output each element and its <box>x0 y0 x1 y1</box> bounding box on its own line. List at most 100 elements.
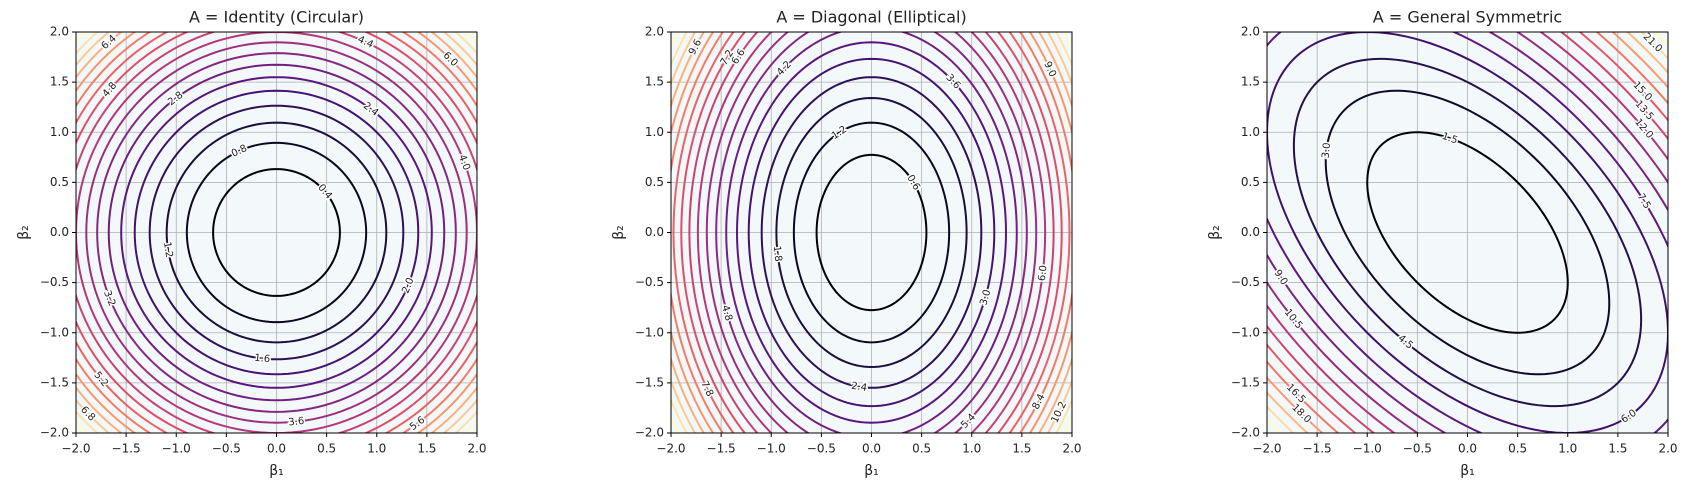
contour-line <box>725 32 1018 433</box>
y-tick-label: −2.0 <box>1231 426 1260 440</box>
x-tick-label: 0.5 <box>317 442 336 456</box>
contour-line <box>76 32 477 433</box>
x-tick-label: 2.0 <box>467 442 486 456</box>
subplot-title: A = Identity (Circular) <box>189 8 364 27</box>
contour-line <box>1267 32 1668 433</box>
x-tick-label: 1.0 <box>367 442 386 456</box>
y-tick-label: 2.0 <box>645 25 664 39</box>
x-axis-label: β₁ <box>269 463 284 479</box>
contour-label: 3.0 <box>1321 142 1334 159</box>
y-tick-label: 1.0 <box>1241 125 1260 139</box>
contour-line <box>1324 89 1611 376</box>
contour-line <box>85 41 468 424</box>
y-tick-label: 0.5 <box>50 175 69 189</box>
contour-line <box>1267 32 1668 433</box>
contours <box>671 32 1072 433</box>
contour-line <box>1267 32 1668 433</box>
contour-line <box>696 32 1047 433</box>
y-tick-label: 0.0 <box>645 225 664 239</box>
contour-label: 1.8 <box>771 245 784 262</box>
x-tick-label: −2.0 <box>1252 442 1281 456</box>
contours <box>76 32 477 433</box>
contour-line <box>688 32 1055 433</box>
x-tick-label: 0.5 <box>912 442 931 456</box>
contour-line <box>120 76 433 389</box>
x-tick-label: −1.0 <box>757 442 786 456</box>
subplot: −2.0 −1.5 −1.0 −0.5 0.0 0.5 1.0 1.5 2.0 −2.0 −1.5 −… <box>1207 8 1678 480</box>
y-tick-label: −1.0 <box>1231 325 1260 339</box>
x-tick-label: 0.5 <box>1508 442 1527 456</box>
contour-line <box>672 32 1071 433</box>
x-tick-label: 0.0 <box>267 442 286 456</box>
y-axis-label: β₂ <box>611 225 627 240</box>
y-tick-label: 0.5 <box>645 175 664 189</box>
contour-label: 2.4 <box>850 381 867 394</box>
y-tick-label: 1.5 <box>645 75 664 89</box>
contour-line <box>76 32 477 433</box>
subplot: −2.0 −1.5 −1.0 −0.5 0.0 0.5 1.0 1.5 2.0 −2.0 −1.5 −… <box>16 8 487 480</box>
contour-line <box>212 168 341 297</box>
contour-line <box>185 141 368 324</box>
contour-line <box>705 32 1038 433</box>
contour-label: 1.6 <box>254 353 271 366</box>
contour-line <box>96 52 457 413</box>
y-tick-label: −2.0 <box>635 426 664 440</box>
contour-line <box>1366 131 1569 334</box>
x-tick-label: −0.5 <box>212 442 241 456</box>
y-tick-label: −2.0 <box>40 426 69 440</box>
contour-line <box>775 96 968 369</box>
y-tick-label: 1.0 <box>645 125 664 139</box>
contour-line <box>1267 32 1668 433</box>
contour-line <box>148 104 405 361</box>
subplot-title: A = Diagonal (Elliptical) <box>776 8 966 27</box>
x-tick-label: −2.0 <box>61 442 90 456</box>
y-tick-label: −0.5 <box>40 275 69 289</box>
x-tick-label: −0.5 <box>1403 442 1432 456</box>
contour-line <box>760 76 983 389</box>
contour-line <box>1267 32 1668 433</box>
y-tick-label: −0.5 <box>635 275 664 289</box>
y-tick-label: −1.5 <box>635 375 664 389</box>
contour-line <box>1292 57 1643 408</box>
contour-line <box>792 121 951 344</box>
axes-frame <box>670 31 1073 434</box>
x-axis-label: β₁ <box>1460 463 1475 479</box>
contour-line <box>1267 32 1668 433</box>
x-tick-label: 2.0 <box>1062 442 1081 456</box>
x-tick-label: 1.0 <box>962 442 981 456</box>
x-tick-label: −1.0 <box>1353 442 1382 456</box>
x-tick-label: 1.5 <box>1608 442 1627 456</box>
y-axis-label: β₂ <box>16 225 32 240</box>
y-tick-label: −1.5 <box>40 375 69 389</box>
y-tick-label: 0.0 <box>50 225 69 239</box>
y-tick-label: 1.5 <box>50 75 69 89</box>
x-tick-label: −2.0 <box>656 442 685 456</box>
contour-line <box>1267 32 1668 433</box>
y-tick-label: 2.0 <box>1241 25 1260 39</box>
x-tick-label: −1.5 <box>1303 442 1332 456</box>
y-tick-label: 1.5 <box>1241 75 1260 89</box>
x-tick-label: 1.5 <box>1012 442 1031 456</box>
y-tick-label: −0.5 <box>1231 275 1260 289</box>
y-tick-label: 2.0 <box>50 25 69 39</box>
contour-label: 6.0 <box>1037 265 1050 282</box>
subplot: −2.0 −1.5 −1.0 −0.5 0.0 0.5 1.0 1.5 2.0 −2.0 −1.5 −… <box>611 8 1082 480</box>
x-tick-label: −1.0 <box>162 442 191 456</box>
contour-line <box>815 153 928 312</box>
y-axis-label: β₂ <box>1207 225 1223 240</box>
contour-line <box>107 63 446 402</box>
x-tick-label: −1.5 <box>112 442 141 456</box>
x-tick-label: 0.0 <box>862 442 881 456</box>
x-tick-label: −1.5 <box>707 442 736 456</box>
contour-line <box>680 32 1063 433</box>
contour-line <box>1267 32 1668 433</box>
axes-frame <box>1266 31 1669 434</box>
x-tick-label: −0.5 <box>807 442 836 456</box>
contours <box>1267 32 1668 433</box>
contour-line <box>76 32 477 433</box>
subplot-title: A = General Symmetric <box>1373 8 1562 27</box>
contour-line <box>1267 32 1668 433</box>
y-tick-label: −1.0 <box>40 325 69 339</box>
x-tick-label: 1.0 <box>1558 442 1577 456</box>
